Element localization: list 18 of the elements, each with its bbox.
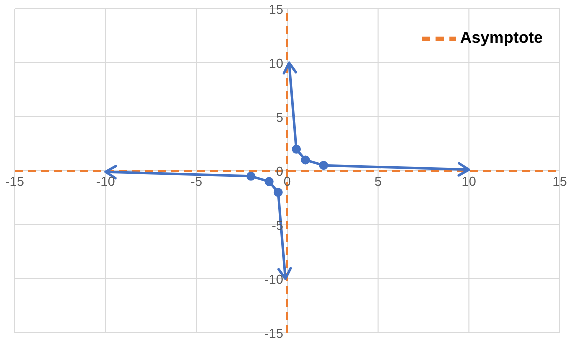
point (319, 161, 328, 170)
x-tick-label: -5 (190, 174, 202, 189)
y-tick-label: -15 (264, 326, 284, 341)
x-tick-label: -15 (6, 174, 24, 189)
y-tick-label: -10 (264, 272, 284, 287)
point (264, 177, 274, 186)
x-tick-label: 10 (462, 174, 476, 189)
y-tick-label: 5 (276, 110, 284, 125)
point (292, 144, 302, 154)
legend-label: Asymptote (460, 30, 543, 48)
y-tick-label: 10 (269, 56, 284, 71)
x-tick-label: 5 (374, 174, 382, 189)
point (301, 156, 310, 165)
point (274, 188, 283, 198)
point (246, 172, 256, 181)
x-tick-label: 15 (552, 174, 568, 189)
y-tick-label: 15 (269, 2, 284, 17)
x-tick-label: -10 (96, 174, 116, 189)
